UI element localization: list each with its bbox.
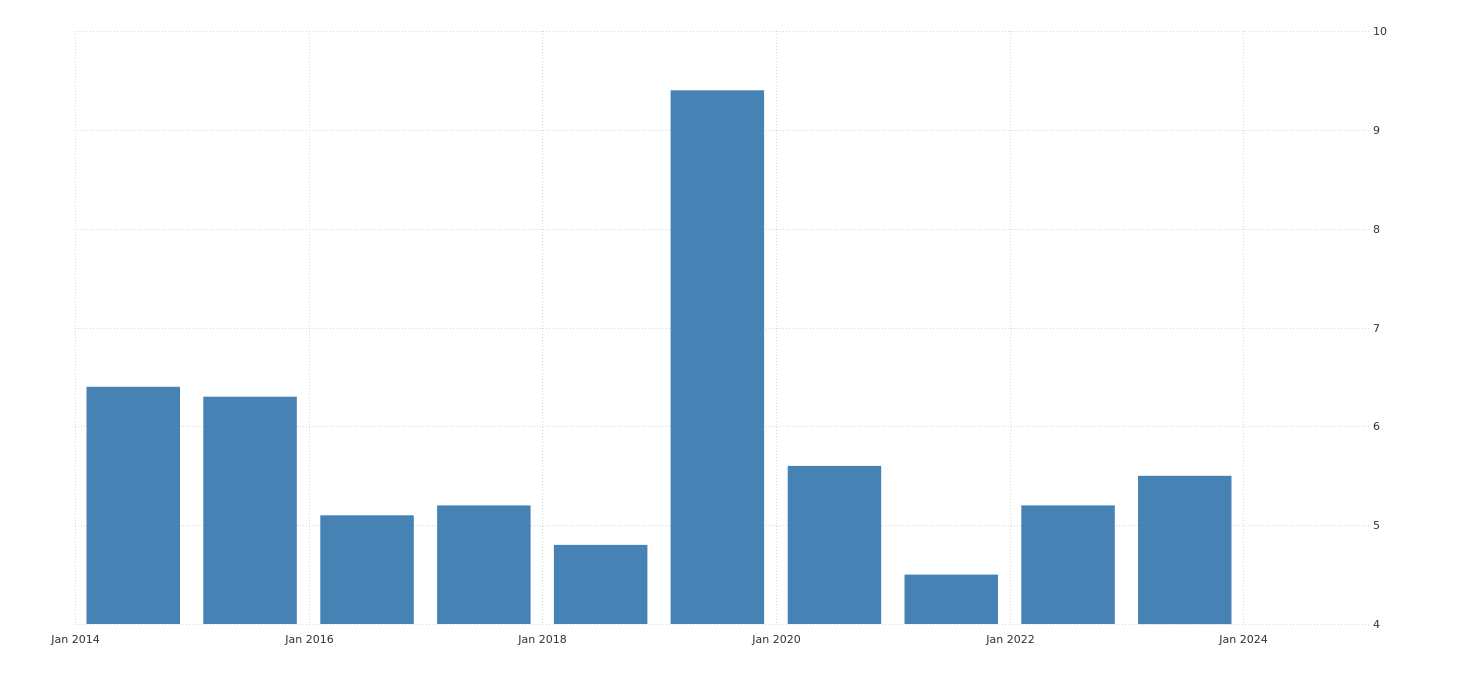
y-tick-label: 5 bbox=[1373, 519, 1380, 532]
bar-2020 bbox=[670, 90, 765, 625]
x-tick-label: Jan 2022 bbox=[985, 633, 1034, 646]
y-tick-label: 7 bbox=[1373, 322, 1380, 335]
x-tick-label: Jan 2018 bbox=[517, 633, 566, 646]
y-axis-ticks: 4 5 6 7 8 9 10 bbox=[1373, 25, 1387, 631]
x-tick-label: Jan 2020 bbox=[751, 633, 800, 646]
x-axis-ticks: Jan 2014 Jan 2016 Jan 2018 Jan 2020 Jan 2022… bbox=[50, 633, 1267, 646]
bar-2019 bbox=[553, 544, 648, 624]
bar-2018 bbox=[437, 505, 531, 624]
x-tick-label: Jan 2024 bbox=[1218, 633, 1267, 646]
x-tick-label: Jan 2014 bbox=[50, 633, 99, 646]
y-tick-label: 8 bbox=[1373, 223, 1380, 236]
bar-2022 bbox=[904, 574, 998, 624]
bar-2017 bbox=[320, 515, 414, 624]
bars bbox=[86, 90, 1232, 625]
bar-2023 bbox=[1021, 505, 1115, 624]
y-tick-label: 9 bbox=[1373, 124, 1380, 137]
bar-2024 bbox=[1138, 475, 1232, 625]
y-tick-label: 4 bbox=[1373, 618, 1380, 631]
bar-2016 bbox=[203, 396, 297, 624]
bar-2021 bbox=[787, 465, 882, 624]
bar-2015 bbox=[86, 386, 180, 624]
y-tick-label: 10 bbox=[1373, 25, 1387, 38]
y-tick-label: 6 bbox=[1373, 420, 1380, 433]
x-tick-label: Jan 2016 bbox=[284, 633, 333, 646]
